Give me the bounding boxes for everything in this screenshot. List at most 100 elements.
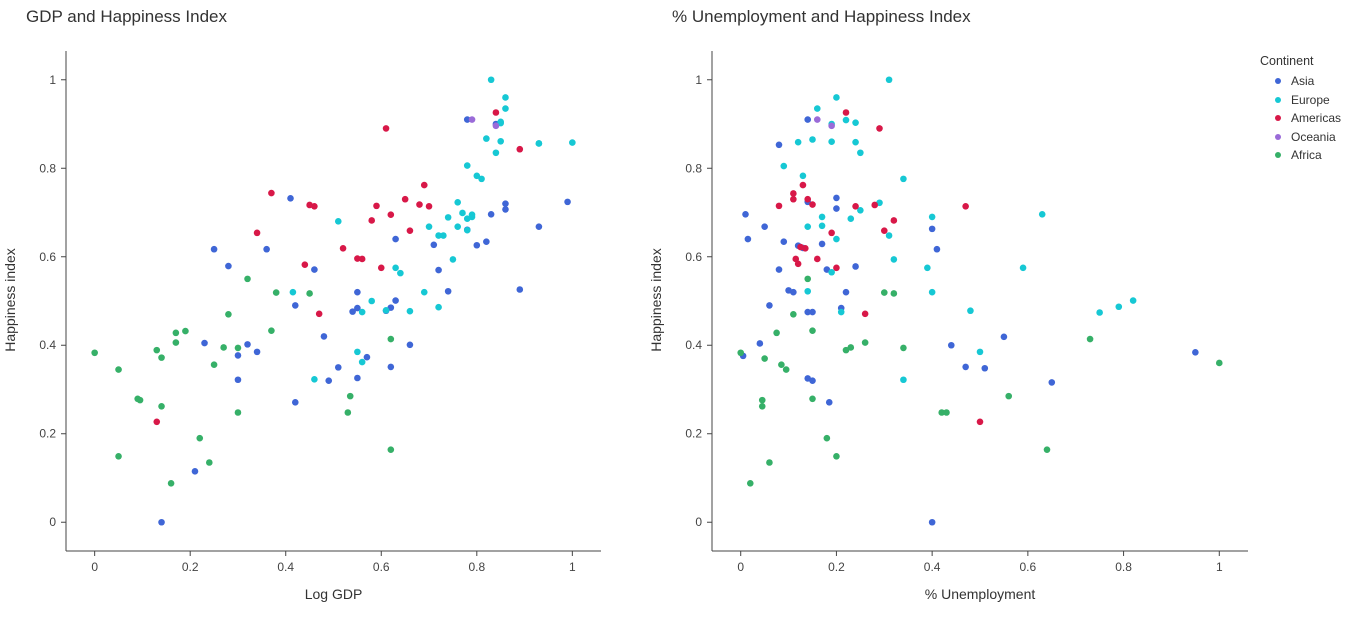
- data-point-americas[interactable]: [377, 264, 385, 272]
- data-point-americas[interactable]: [153, 418, 161, 426]
- data-point-asia[interactable]: [761, 223, 768, 230]
- data-point-americas[interactable]: [401, 195, 409, 203]
- data-point-europe[interactable]: [535, 140, 543, 147]
- data-point-asia[interactable]: [392, 235, 399, 243]
- data-point-europe[interactable]: [397, 269, 404, 277]
- data-point-asia[interactable]: [928, 518, 936, 526]
- data-point-africa[interactable]: [833, 453, 840, 460]
- data-point-europe[interactable]: [928, 288, 936, 296]
- data-point-americas[interactable]: [792, 255, 800, 263]
- data-point-asia[interactable]: [756, 340, 764, 347]
- data-point-africa[interactable]: [115, 366, 122, 373]
- data-point-asia[interactable]: [825, 399, 833, 406]
- data-point-asia[interactable]: [263, 245, 270, 253]
- data-point-africa[interactable]: [1043, 446, 1051, 453]
- data-point-africa[interactable]: [206, 459, 213, 466]
- data-point-europe[interactable]: [1038, 210, 1046, 218]
- data-point-africa[interactable]: [1005, 392, 1013, 400]
- data-point-europe[interactable]: [794, 138, 802, 146]
- data-point-africa[interactable]: [1086, 335, 1094, 343]
- legend-item-oceania[interactable]: Oceania: [1260, 128, 1341, 147]
- data-point-americas[interactable]: [890, 217, 898, 224]
- data-point-americas[interactable]: [368, 217, 376, 224]
- data-point-africa[interactable]: [158, 403, 165, 410]
- data-point-asia[interactable]: [363, 353, 371, 361]
- data-point-asia[interactable]: [852, 263, 859, 270]
- data-point-africa[interactable]: [234, 344, 242, 352]
- data-point-africa[interactable]: [861, 339, 869, 346]
- data-point-asia[interactable]: [933, 245, 941, 253]
- data-point-europe[interactable]: [847, 215, 855, 222]
- data-point-europe[interactable]: [368, 297, 376, 305]
- data-point-asia[interactable]: [191, 468, 199, 475]
- data-point-europe[interactable]: [311, 376, 318, 383]
- data-point-europe[interactable]: [928, 213, 936, 221]
- data-point-asia[interactable]: [818, 240, 826, 248]
- data-point-oceania[interactable]: [828, 122, 835, 130]
- data-point-asia[interactable]: [201, 339, 208, 347]
- data-point-americas[interactable]: [406, 227, 414, 234]
- data-point-asia[interactable]: [253, 348, 261, 356]
- data-point-europe[interactable]: [449, 256, 457, 263]
- data-point-africa[interactable]: [778, 361, 785, 369]
- data-point-americas[interactable]: [354, 255, 361, 262]
- data-point-europe[interactable]: [420, 288, 428, 296]
- data-point-asia[interactable]: [780, 238, 788, 246]
- data-point-europe[interactable]: [813, 105, 821, 112]
- data-point-americas[interactable]: [492, 109, 500, 116]
- data-point-americas[interactable]: [828, 229, 835, 237]
- legend-item-americas[interactable]: Americas: [1260, 109, 1341, 128]
- data-point-europe[interactable]: [468, 213, 476, 221]
- data-point-europe[interactable]: [833, 94, 840, 101]
- data-point-asia[interactable]: [334, 364, 342, 371]
- data-point-americas[interactable]: [315, 310, 323, 318]
- data-point-asia[interactable]: [742, 210, 749, 218]
- data-point-americas[interactable]: [358, 255, 366, 263]
- data-point-asia[interactable]: [325, 377, 333, 384]
- data-point-europe[interactable]: [809, 136, 816, 143]
- data-point-americas[interactable]: [842, 109, 850, 116]
- data-point-asia[interactable]: [809, 377, 816, 384]
- data-point-africa[interactable]: [210, 361, 218, 369]
- data-point-europe[interactable]: [818, 222, 826, 230]
- data-point-europe[interactable]: [289, 288, 297, 296]
- data-point-africa[interactable]: [847, 344, 855, 351]
- data-point-europe[interactable]: [454, 223, 461, 230]
- data-point-europe[interactable]: [487, 76, 495, 84]
- data-point-asia[interactable]: [225, 262, 232, 270]
- data-point-americas[interactable]: [790, 190, 797, 197]
- data-point-asia[interactable]: [809, 308, 816, 316]
- data-point-americas[interactable]: [387, 211, 395, 219]
- data-point-europe[interactable]: [828, 138, 835, 146]
- data-point-europe[interactable]: [435, 232, 442, 239]
- data-point-africa[interactable]: [809, 395, 816, 403]
- data-point-americas[interactable]: [799, 181, 807, 189]
- data-point-europe[interactable]: [833, 235, 840, 243]
- data-point-asia[interactable]: [981, 364, 989, 372]
- data-point-asia[interactable]: [775, 266, 783, 273]
- data-point-asia[interactable]: [833, 205, 840, 212]
- data-point-europe[interactable]: [435, 303, 442, 311]
- data-point-asia[interactable]: [804, 308, 812, 316]
- data-point-europe[interactable]: [440, 232, 447, 239]
- data-point-europe[interactable]: [885, 76, 893, 84]
- data-point-europe[interactable]: [857, 206, 864, 214]
- data-point-europe[interactable]: [444, 214, 452, 221]
- data-point-americas[interactable]: [425, 203, 433, 210]
- data-point-africa[interactable]: [220, 344, 227, 351]
- data-point-africa[interactable]: [344, 409, 352, 416]
- data-point-europe[interactable]: [1129, 297, 1137, 304]
- data-point-americas[interactable]: [809, 201, 816, 208]
- legend-item-asia[interactable]: Asia: [1260, 72, 1341, 91]
- data-point-europe[interactable]: [334, 218, 342, 225]
- data-point-asia[interactable]: [392, 297, 399, 304]
- data-point-asia[interactable]: [320, 333, 328, 340]
- data-point-africa[interactable]: [737, 349, 745, 357]
- data-point-americas[interactable]: [813, 255, 821, 263]
- data-point-asia[interactable]: [1192, 349, 1199, 356]
- data-point-africa[interactable]: [880, 289, 888, 296]
- data-point-africa[interactable]: [766, 459, 773, 466]
- data-point-africa[interactable]: [272, 289, 280, 296]
- data-point-africa[interactable]: [346, 392, 354, 400]
- data-point-americas[interactable]: [253, 229, 261, 237]
